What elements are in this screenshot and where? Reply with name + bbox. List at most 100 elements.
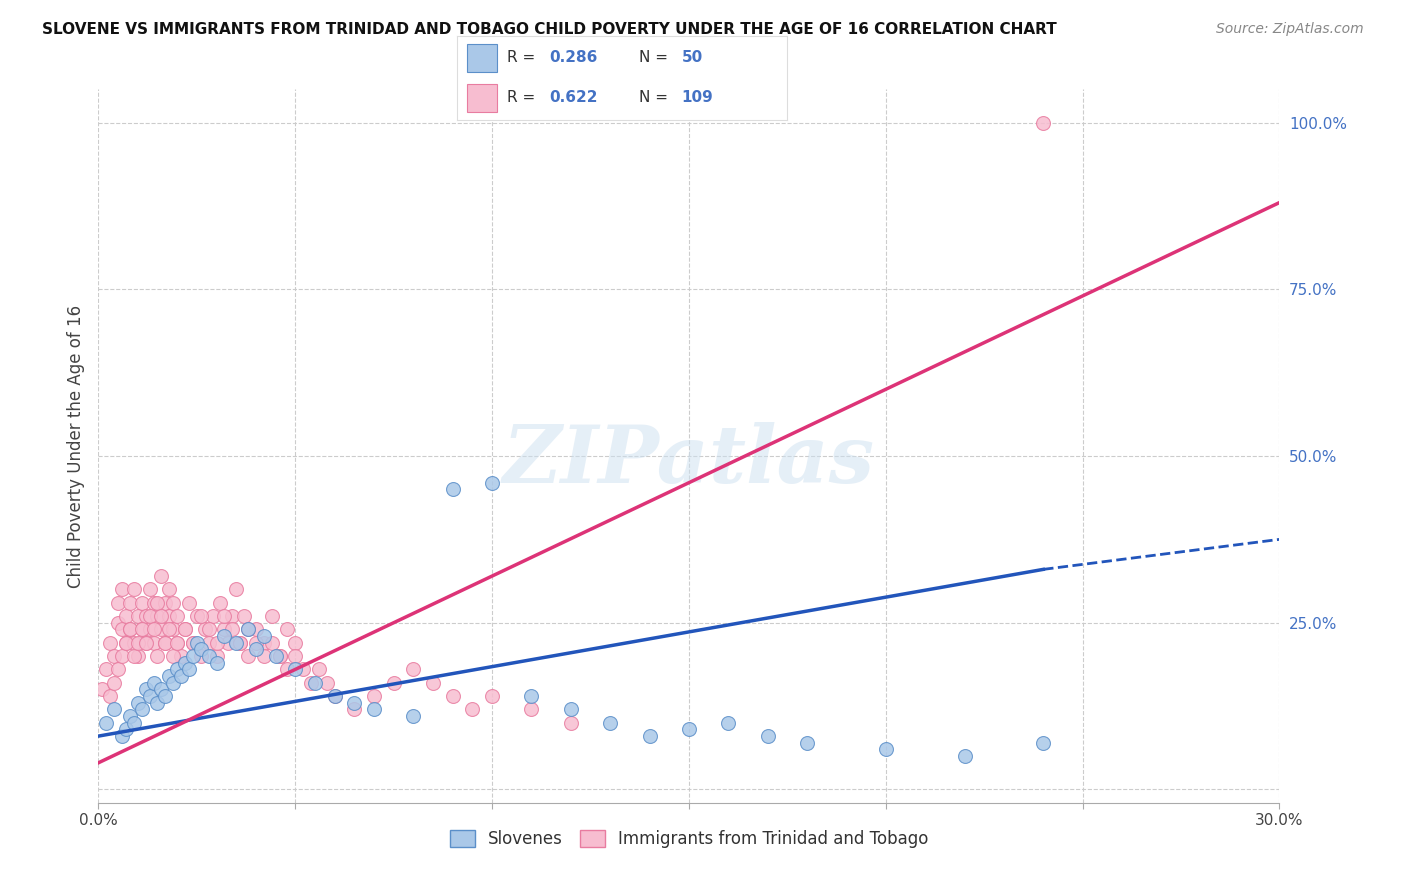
Point	[131, 702, 153, 716]
Point	[142, 623, 165, 637]
Point	[953, 749, 976, 764]
Point	[284, 636, 307, 650]
Point	[150, 623, 173, 637]
Point	[315, 675, 337, 690]
Point	[363, 689, 385, 703]
Text: 109: 109	[682, 90, 713, 105]
Point	[190, 609, 212, 624]
Point	[209, 596, 232, 610]
Point	[107, 662, 129, 676]
Point	[166, 609, 188, 624]
Point	[1032, 736, 1054, 750]
Point	[111, 623, 134, 637]
Point	[131, 596, 153, 610]
Point	[157, 669, 180, 683]
Point	[118, 623, 141, 637]
Text: R =: R =	[506, 50, 540, 65]
Point	[131, 623, 153, 637]
Point	[875, 742, 897, 756]
Point	[269, 649, 291, 664]
Point	[96, 715, 118, 730]
Point	[150, 569, 173, 583]
Point	[1032, 115, 1054, 129]
Point	[233, 609, 256, 624]
Point	[122, 636, 145, 650]
Point	[520, 689, 543, 703]
Point	[118, 709, 141, 723]
Point	[284, 649, 307, 664]
Point	[343, 696, 366, 710]
Point	[135, 636, 157, 650]
Point	[299, 675, 322, 690]
Point	[323, 689, 346, 703]
Point	[253, 629, 276, 643]
Text: 0.286: 0.286	[550, 50, 598, 65]
Point	[638, 729, 661, 743]
Point	[107, 615, 129, 630]
Point	[292, 662, 315, 676]
Point	[150, 682, 173, 697]
Point	[174, 623, 197, 637]
Text: 0.622: 0.622	[550, 90, 598, 105]
Point	[118, 623, 141, 637]
Point	[197, 623, 219, 637]
Point	[118, 596, 141, 610]
Point	[166, 636, 188, 650]
Point	[194, 623, 217, 637]
Point	[217, 636, 239, 650]
Point	[197, 636, 219, 650]
Legend: Slovenes, Immigrants from Trinidad and Tobago: Slovenes, Immigrants from Trinidad and T…	[443, 823, 935, 855]
Point	[103, 702, 125, 716]
Point	[115, 723, 138, 737]
Point	[225, 582, 247, 597]
Point	[245, 636, 267, 650]
Point	[382, 675, 405, 690]
Point	[229, 636, 252, 650]
Point	[111, 649, 134, 664]
Point	[122, 649, 145, 664]
Point	[127, 636, 149, 650]
Point	[264, 649, 287, 664]
Point	[162, 649, 184, 664]
Point	[155, 636, 177, 650]
Point	[441, 483, 464, 497]
Point	[96, 662, 118, 676]
Point	[214, 609, 236, 624]
FancyBboxPatch shape	[467, 84, 496, 112]
Point	[127, 649, 149, 664]
Point	[308, 662, 330, 676]
Point	[166, 636, 188, 650]
Point	[214, 629, 236, 643]
Point	[186, 609, 208, 624]
Point	[323, 689, 346, 703]
Point	[111, 582, 134, 597]
Point	[103, 649, 125, 664]
Text: SLOVENE VS IMMIGRANTS FROM TRINIDAD AND TOBAGO CHILD POVERTY UNDER THE AGE OF 16: SLOVENE VS IMMIGRANTS FROM TRINIDAD AND …	[42, 22, 1057, 37]
FancyBboxPatch shape	[467, 45, 496, 72]
Point	[157, 609, 180, 624]
Point	[441, 689, 464, 703]
Point	[520, 702, 543, 716]
Point	[111, 729, 134, 743]
Point	[253, 649, 276, 664]
Point	[197, 649, 219, 664]
Point	[103, 675, 125, 690]
Point	[190, 649, 212, 664]
Point	[146, 609, 169, 624]
Point	[150, 609, 173, 624]
Point	[155, 689, 177, 703]
Point	[146, 596, 169, 610]
Point	[98, 636, 121, 650]
Text: N =: N =	[638, 50, 672, 65]
Point	[481, 689, 503, 703]
Point	[127, 609, 149, 624]
Point	[276, 662, 298, 676]
Point	[225, 636, 247, 650]
Point	[253, 636, 276, 650]
Point	[402, 662, 425, 676]
Point	[142, 596, 165, 610]
Text: R =: R =	[506, 90, 540, 105]
Point	[343, 702, 366, 716]
Point	[260, 609, 283, 624]
Point	[229, 636, 252, 650]
